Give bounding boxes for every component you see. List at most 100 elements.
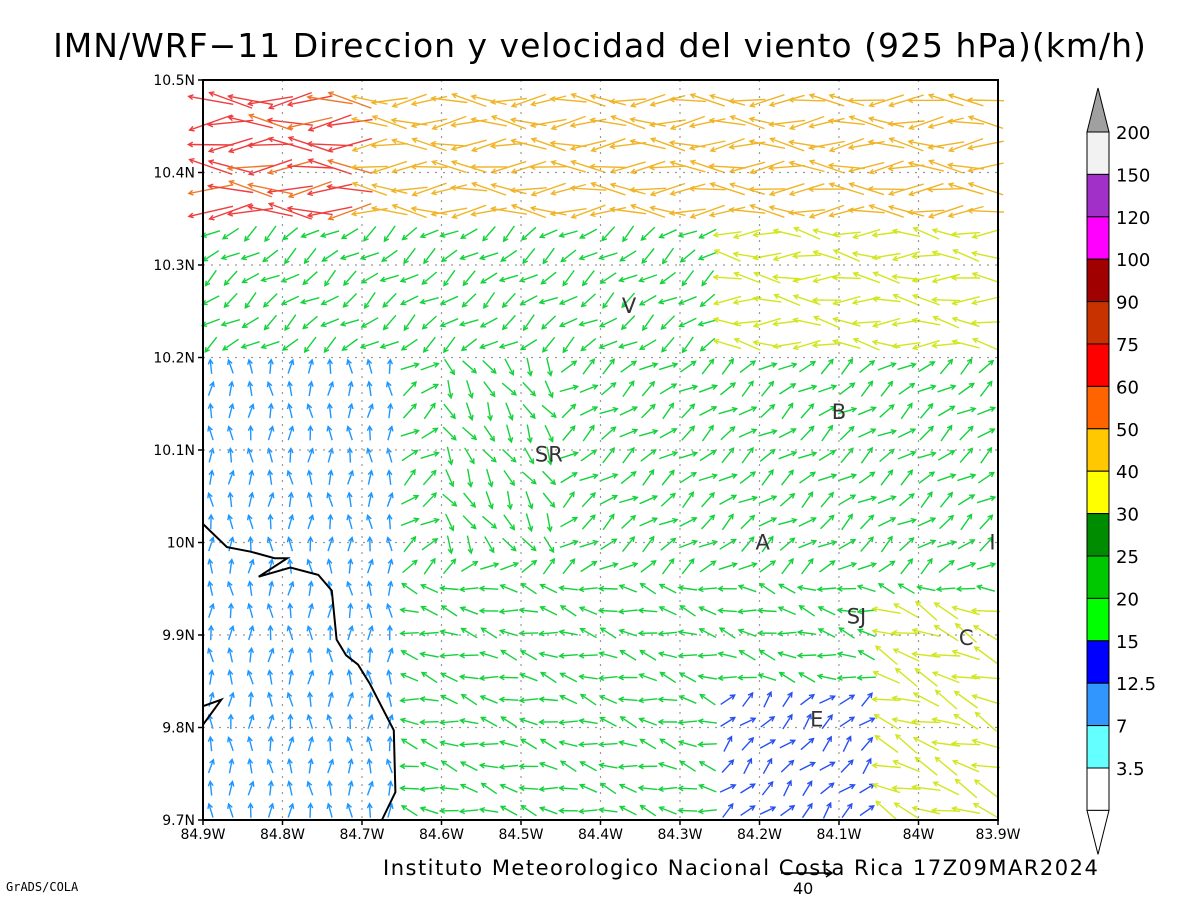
wind-vector-head [729, 382, 737, 388]
wind-vector-head [538, 718, 545, 726]
wind-vector [401, 738, 418, 750]
wind-vector-head [458, 320, 466, 327]
wind-vector-head [470, 523, 477, 530]
wind-vector [221, 319, 240, 326]
wind-vector-head [598, 651, 605, 657]
wind-vector-head [788, 557, 794, 565]
wind-vector [759, 449, 776, 462]
wind-vector-head [669, 492, 676, 499]
wind-vector-head [748, 116, 755, 123]
wind-vector-head [661, 346, 667, 353]
wind-vector [503, 225, 515, 242]
wind-vector [579, 606, 598, 616]
wind-vector-head [306, 713, 313, 721]
wind-vector-head [410, 535, 417, 543]
wind-vector [833, 231, 861, 236]
wind-vector-head [789, 492, 796, 499]
wind-vector [560, 472, 578, 484]
wind-vector-head [472, 560, 479, 567]
wind-vector-head [479, 651, 486, 657]
wind-vector-head [440, 256, 447, 263]
wind-vector-head [788, 759, 795, 766]
wind-vector-head [750, 471, 757, 477]
wind-vector-head [460, 693, 467, 700]
wind-vector [661, 336, 675, 353]
wind-vector-head [570, 159, 577, 166]
wind-vector [400, 632, 419, 635]
wind-vector-head [538, 651, 545, 658]
place-label: A [755, 531, 770, 555]
wind-vector-head [351, 181, 359, 188]
wind-vector-head [510, 389, 518, 396]
wind-vector-head [480, 278, 487, 284]
wind-vector [328, 202, 372, 220]
wind-vector [499, 274, 519, 282]
wind-vector-head [266, 602, 273, 610]
wind-vector [620, 650, 637, 661]
wind-vector [540, 671, 557, 684]
wind-vector [562, 491, 575, 508]
wind-vector-head [386, 513, 393, 520]
wind-vector-head [529, 205, 537, 212]
wind-vector [288, 781, 293, 796]
wind-vector [975, 712, 997, 732]
wind-vector [347, 470, 354, 485]
wind-vector-head [266, 758, 273, 765]
wind-vector-head [328, 758, 335, 765]
wind-vector-head [510, 138, 517, 145]
colorbar-swatch [1086, 173, 1110, 218]
wind-vector [955, 778, 978, 799]
wind-vector-head [733, 271, 740, 278]
wind-vector [540, 606, 558, 616]
wind-vector [798, 631, 817, 635]
wind-vector [383, 225, 396, 242]
wind-vector [959, 448, 973, 464]
wind-vector-head [508, 369, 515, 376]
wind-vector-head [669, 469, 675, 476]
wind-vector-head [678, 321, 685, 328]
wind-vector-head [518, 717, 526, 724]
wind-vector [440, 295, 459, 305]
wind-vector [269, 359, 272, 374]
wind-vector [773, 251, 801, 261]
wind-vector [770, 137, 805, 152]
wind-vector [486, 468, 493, 487]
wind-vector-head [447, 459, 454, 466]
wind-vector-head [712, 299, 720, 306]
wind-vector-head [629, 102, 637, 108]
wind-vector [480, 272, 498, 284]
wind-vector-head [681, 280, 688, 287]
wind-vector [288, 759, 293, 774]
wind-vector [281, 295, 300, 305]
wind-vector-head [209, 380, 215, 388]
wind-vector-head [458, 673, 466, 680]
wind-vector-head [641, 257, 648, 265]
wind-vector-head [539, 671, 547, 678]
wind-vector-head [931, 671, 939, 677]
wind-vector-head [443, 347, 449, 354]
wind-vector-head [538, 761, 546, 768]
wind-vector-head [286, 469, 293, 477]
wind-vector-head [207, 147, 215, 153]
wind-vector-head [459, 254, 466, 261]
wind-vector-head [490, 523, 498, 529]
wind-vector [957, 407, 976, 415]
wind-vector [307, 626, 314, 641]
wind-vector-head [267, 402, 274, 409]
wind-vector [848, 209, 885, 214]
wind-vector [679, 296, 697, 305]
wind-vector [288, 404, 293, 419]
wind-vector-head [868, 101, 875, 108]
wind-vector [500, 784, 518, 793]
wind-vector [579, 474, 598, 482]
wind-vector [782, 714, 793, 730]
wind-vector-head [268, 713, 275, 721]
wind-vector-head [931, 250, 938, 257]
wind-vector [526, 357, 532, 376]
wind-vector-head [812, 250, 819, 256]
wind-vector [539, 296, 558, 304]
wind-vector-head [538, 786, 545, 793]
wind-vector-head [712, 231, 719, 238]
wind-vector-head [671, 451, 679, 457]
wind-vector [347, 537, 353, 552]
